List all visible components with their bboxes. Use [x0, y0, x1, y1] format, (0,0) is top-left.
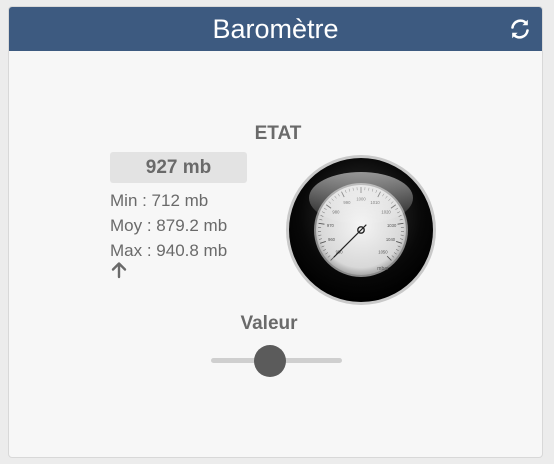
gauge-major-tick — [319, 241, 326, 244]
pressure-stats: Min : 712 mb Moy : 879.2 mb Max : 940.8 … — [110, 188, 227, 263]
gauge-minor-tick — [395, 249, 399, 251]
gauge-major-tick — [318, 222, 325, 225]
gauge-gloss — [309, 172, 413, 224]
gauge-minor-tick — [391, 255, 395, 258]
gauge-needle — [333, 224, 367, 258]
refresh-icon[interactable] — [508, 17, 532, 41]
gauge-minor-tick — [321, 245, 325, 248]
gauge-minor-tick — [399, 219, 403, 221]
gauge-tick-label: 1040 — [386, 237, 396, 242]
slider-thumb[interactable] — [253, 345, 286, 377]
widget-header: Baromètre — [9, 7, 542, 51]
arrow-up-icon — [111, 262, 127, 279]
barometer-widget: Baromètre ETAT 927 mb Min : 712 mb Moy :… — [8, 6, 543, 458]
gauge-minor-tick — [327, 255, 331, 258]
gauge-tick-label: 960 — [328, 237, 336, 242]
pressure-value: 927 mb — [110, 152, 247, 183]
gauge-minor-tick — [320, 215, 324, 217]
gauge-tick-label: 1030 — [387, 223, 397, 228]
max-value: Max : 940.8 mb — [110, 241, 228, 260]
control-label: Valeur — [240, 313, 298, 334]
gauge-major-tick — [397, 222, 404, 225]
gauge-tick-label: 970 — [327, 223, 335, 228]
avg-value: Moy : 879.2 mb — [110, 216, 228, 235]
gauge-minor-tick — [399, 238, 404, 240]
gauge-minor-tick — [398, 215, 402, 217]
gauge-minor-tick — [393, 252, 397, 255]
value-slider[interactable] — [211, 345, 342, 377]
gauge-major-tick — [386, 255, 392, 261]
gauge-tick-label: 1050 — [378, 250, 388, 255]
gauge-minor-tick — [397, 245, 401, 248]
min-value: Min : 712 mb — [110, 191, 209, 210]
barometer-gauge: 950960970980990100010101020103010401050 … — [286, 155, 436, 305]
gauge-minor-tick — [319, 219, 323, 221]
widget-title: Baromètre — [212, 14, 339, 44]
gauge-minor-tick — [323, 249, 327, 251]
gauge-pivot — [357, 226, 365, 234]
state-label: ETAT — [254, 123, 302, 144]
gauge-unit-label: mbar — [377, 266, 389, 272]
gauge-minor-tick — [318, 238, 323, 240]
gauge-minor-tick — [325, 252, 329, 255]
gauge-major-tick — [396, 241, 403, 244]
